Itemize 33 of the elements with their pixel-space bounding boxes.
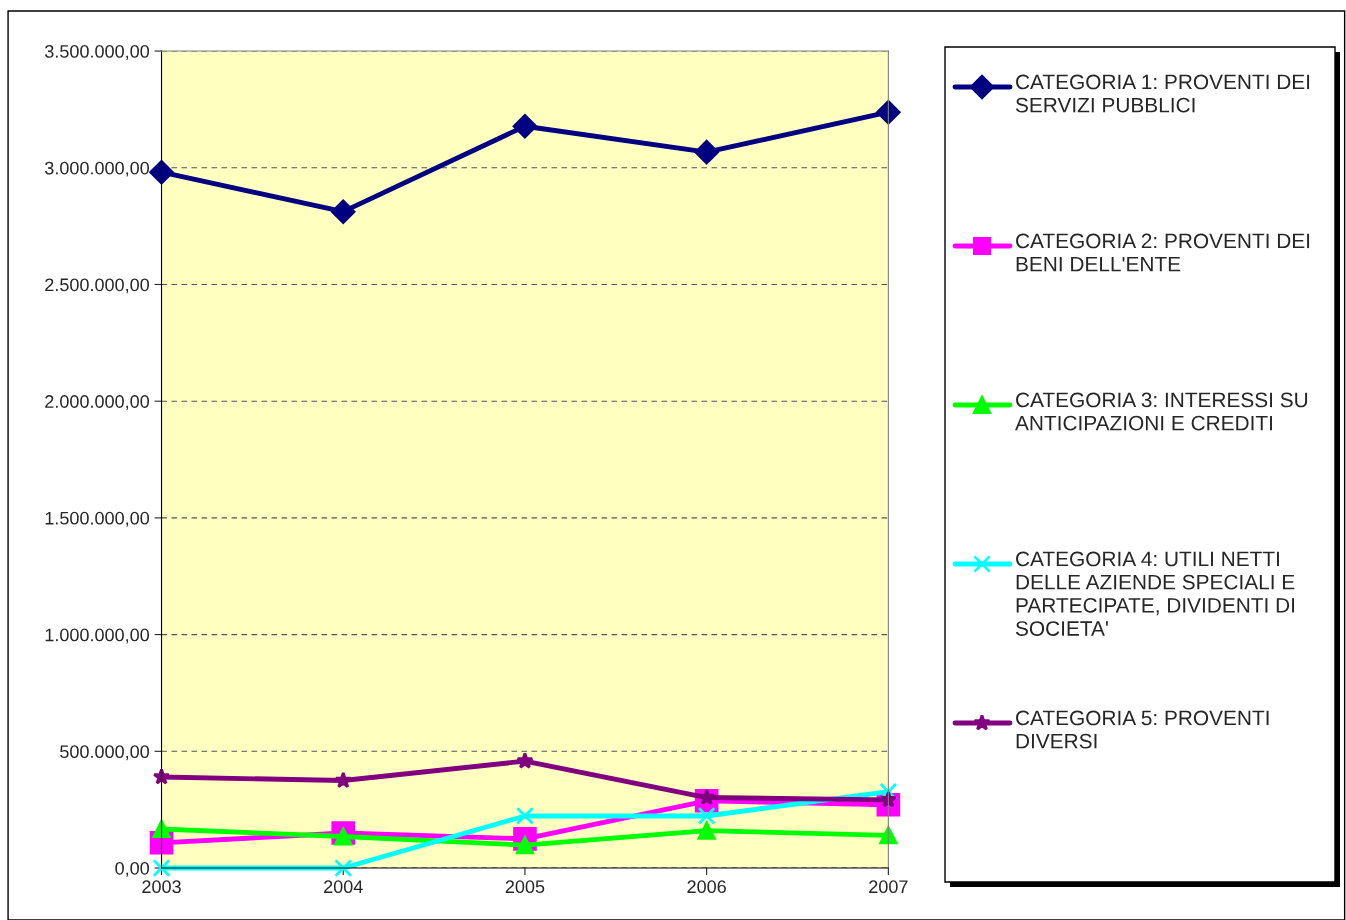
point	[694, 139, 719, 165]
point	[516, 752, 534, 769]
point	[152, 820, 171, 839]
y-tick-label: 2.000.000,00	[45, 395, 150, 411]
x-tick-label: 2004	[324, 880, 363, 894]
y-tick-label: 1.000.000,00	[45, 628, 150, 644]
point	[512, 114, 538, 139]
y-tick-label: 0,00	[115, 861, 150, 877]
legend-label: CATEGORIA 3: INTERESSI SU ANTICIPAZIONI E CREDITI	[1015, 392, 1308, 431]
point	[697, 806, 716, 825]
point	[515, 806, 534, 825]
x-tick-label: 2006	[687, 880, 726, 894]
point	[879, 826, 898, 845]
y-tick-label: 2.500.000,00	[45, 278, 150, 294]
point	[876, 100, 901, 125]
point	[149, 160, 174, 185]
point	[152, 858, 171, 878]
point	[697, 821, 716, 840]
legend-label: CATEGORIA 5: PROVENTI DIVERSI	[1016, 710, 1269, 749]
point	[334, 858, 353, 878]
point	[879, 782, 898, 801]
point	[334, 771, 352, 789]
y-tick-label: 1.500.000,00	[45, 511, 150, 527]
point	[331, 199, 356, 224]
x-tick-label: 2007	[869, 880, 908, 894]
legend-label: CATEGORIA 2: PROVENTI DEI BENI DELL'ENTE	[1016, 233, 1310, 272]
x-tick-label: 2003	[142, 880, 181, 894]
y-tick-label: 3.500.000,00	[44, 44, 150, 60]
y-tick-label: 3.000.000,00	[44, 161, 150, 177]
legend-label: CATEGORIA 1: PROVENTI DEI SERVIZI PUBBLICI	[1015, 74, 1310, 113]
x-tick-label: 2005	[505, 880, 545, 894]
legend-label: CATEGORIA 4: UTILI NETTI DELLE AZIENDE SPECIALI E PARTECIPATE, DIVIDENTI DI SOCIETA'	[1015, 551, 1295, 636]
y-tick-label: 500.000,00	[60, 745, 150, 761]
